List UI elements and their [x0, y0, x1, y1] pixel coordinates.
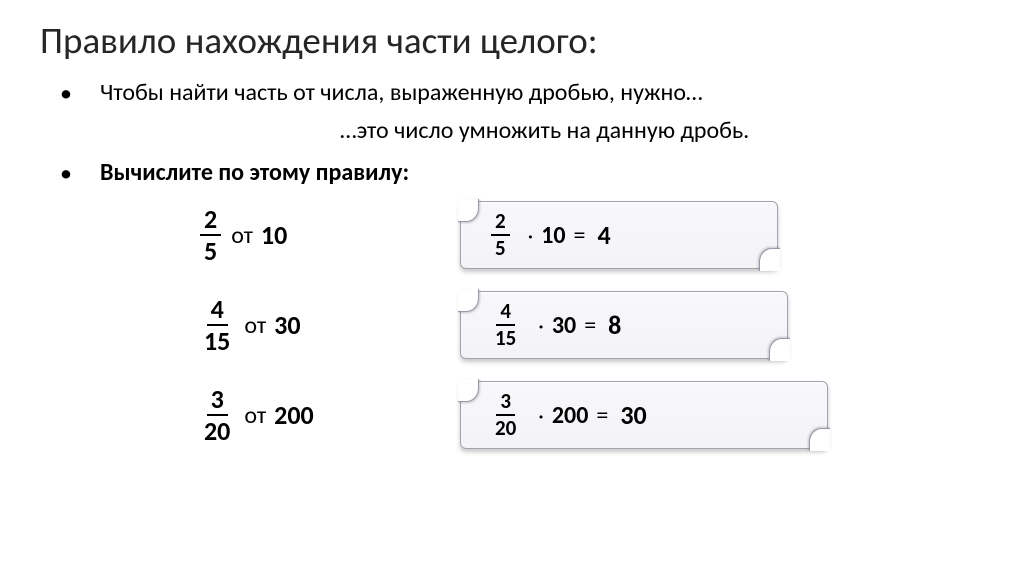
ot-label: от	[244, 401, 266, 430]
equals-sign: =	[584, 311, 596, 340]
bullet-1-continuation: …это число умножить на данную дробь.	[60, 115, 984, 147]
answer-content: 2 5 · 10 = 4	[491, 211, 611, 259]
whole-number: 30	[552, 311, 576, 340]
denominator: 5	[200, 236, 221, 264]
whole-number: 30	[274, 309, 300, 341]
numerator: 2	[491, 211, 510, 236]
whole-number: 200	[274, 399, 314, 431]
scroll-curl-icon	[809, 428, 830, 451]
answer-box-3: 3 20 · 200 = 30	[460, 381, 828, 449]
answer-content: 4 15 · 30 = 8	[491, 301, 621, 349]
scroll-curl-icon	[458, 199, 479, 222]
exercise-row: 4 15 от 30 4 15 · 30 = 8	[200, 291, 984, 359]
answer-content: 3 20 · 200 = 30	[491, 391, 647, 439]
scroll-curl-icon	[759, 248, 780, 271]
answer-box-1: 2 5 · 10 = 4	[460, 201, 778, 269]
denominator: 15	[200, 326, 234, 354]
bullet-marker: •	[60, 77, 100, 109]
multiply-dot-icon: ·	[538, 402, 544, 429]
whole-number: 200	[552, 401, 589, 430]
fraction: 3 20	[491, 391, 520, 439]
multiply-dot-icon: ·	[538, 312, 544, 339]
numerator: 4	[207, 296, 228, 326]
answer-box-2: 4 15 · 30 = 8	[460, 291, 788, 359]
whole-number: 10	[261, 219, 287, 251]
numerator: 4	[496, 301, 515, 326]
content-area: • Чтобы найти часть от числа, выраженную…	[0, 63, 1024, 449]
problem-1: 2 5 от 10	[200, 206, 460, 264]
numerator: 2	[200, 206, 221, 236]
fraction: 2 5	[200, 206, 221, 264]
bullet-text-1: Чтобы найти часть от числа, выраженную д…	[100, 77, 984, 109]
page-title: Правило нахождения части целого:	[0, 0, 1024, 63]
ot-label: от	[231, 221, 253, 250]
ot-label: от	[244, 311, 266, 340]
equals-sign: =	[596, 401, 608, 430]
bullet-2: • Вычислите по этому правилу:	[60, 157, 984, 189]
scroll-curl-icon	[458, 379, 479, 402]
exercise-row: 2 5 от 10 2 5 · 10 = 4	[200, 201, 984, 269]
fraction: 4 15	[200, 296, 234, 354]
numerator: 3	[496, 391, 515, 416]
exercise-area: 2 5 от 10 2 5 · 10 = 4	[60, 195, 984, 449]
denominator: 15	[491, 326, 520, 349]
result: 30	[620, 399, 646, 431]
denominator: 20	[200, 416, 234, 444]
fraction: 4 15	[491, 301, 520, 349]
whole-number: 10	[541, 221, 565, 250]
scroll-curl-icon	[769, 338, 790, 361]
result: 4	[598, 219, 611, 251]
fraction: 2 5	[491, 211, 510, 259]
bullet-marker: •	[60, 157, 100, 189]
exercise-row: 3 20 от 200 3 20 · 200 = 30	[200, 381, 984, 449]
numerator: 3	[207, 386, 228, 416]
denominator: 20	[491, 416, 520, 439]
problem-3: 3 20 от 200	[200, 386, 460, 444]
bullet-text-2: Вычислите по этому правилу:	[100, 157, 984, 189]
problem-2: 4 15 от 30	[200, 296, 460, 354]
bullet-1: • Чтобы найти часть от числа, выраженную…	[60, 77, 984, 109]
result: 8	[608, 309, 621, 341]
equals-sign: =	[574, 221, 586, 250]
multiply-dot-icon: ·	[528, 222, 534, 249]
scroll-curl-icon	[458, 289, 479, 312]
fraction: 3 20	[200, 386, 234, 444]
denominator: 5	[491, 236, 510, 259]
